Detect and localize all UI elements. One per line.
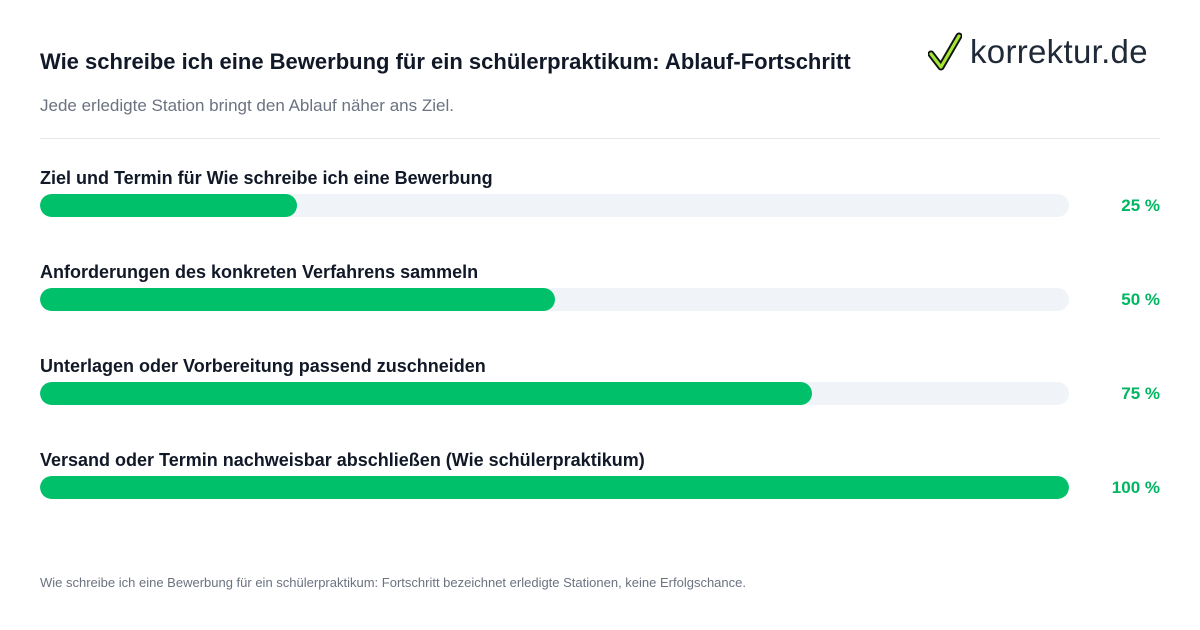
checkmark-icon [928,32,962,71]
progress-bar [40,476,1069,499]
bar-label: Anforderungen des konkreten Verfahrens s… [40,262,479,282]
progress-track [40,476,1069,499]
bar-label: Ziel und Termin für Wie schreibe ich ein… [40,168,493,188]
footnote: Wie schreibe ich eine Bewerbung für ein … [40,575,746,590]
page-subtitle: Jede erledigte Station bringt den Ablauf… [40,96,454,115]
progress-row: Versand oder Termin nachweisbar abschlie… [40,450,1160,510]
header-divider [40,138,1160,139]
bar-label: Unterlagen oder Vorbereitung passend zus… [40,356,486,376]
progress-bar [40,288,555,311]
progress-track [40,382,1069,405]
progress-bar [40,382,812,405]
brand-name: korrektur.de [970,33,1148,70]
percent-label: 75 % [1121,384,1160,403]
progress-track [40,194,1069,217]
bar-label: Versand oder Termin nachweisbar abschlie… [40,450,645,470]
progress-track [40,288,1069,311]
percent-label: 100 % [1111,478,1160,497]
page-title: Wie schreibe ich eine Bewerbung für ein … [40,49,851,74]
progress-row: Ziel und Termin für Wie schreibe ich ein… [40,168,1160,228]
progress-row: Unterlagen oder Vorbereitung passend zus… [40,356,1160,416]
progress-bar [40,194,298,217]
brand-logo[interactable]: korrektur.de [928,30,1148,74]
percent-label: 25 % [1121,196,1160,215]
progress-row: Anforderungen des konkreten Verfahrens s… [40,262,1160,322]
percent-label: 50 % [1121,290,1160,309]
